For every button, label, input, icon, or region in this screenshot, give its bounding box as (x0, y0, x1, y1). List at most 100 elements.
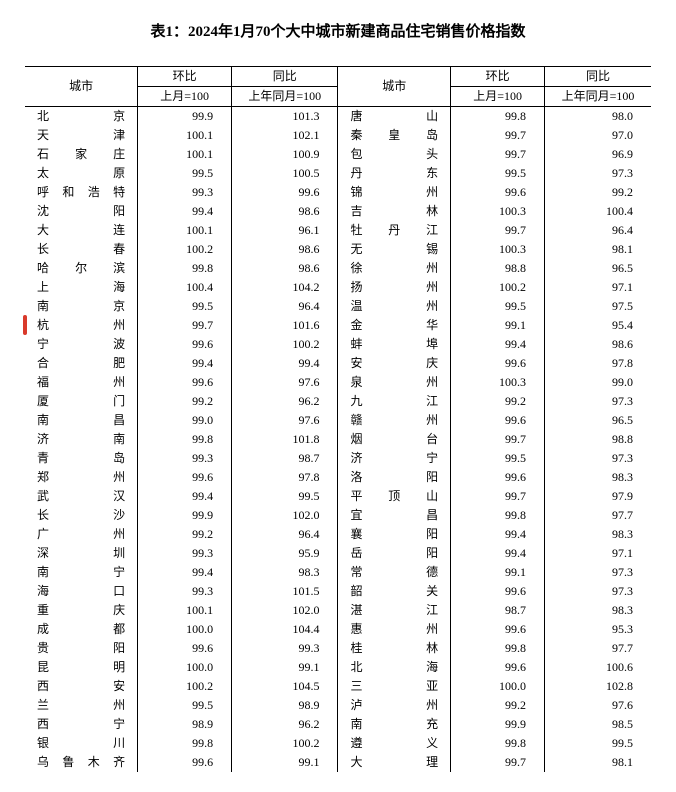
city-cell: 乌鲁木齐 (25, 753, 138, 772)
mom-cell: 99.0 (138, 411, 232, 430)
mom-cell: 99.6 (138, 335, 232, 354)
city-cell: 上海 (25, 278, 138, 297)
city-cell: 昆明 (25, 658, 138, 677)
city-cell: 海口 (25, 582, 138, 601)
col-yoy-left: 同比 (232, 67, 338, 87)
city-cell: 宜昌 (338, 506, 451, 525)
mom-cell: 100.1 (138, 145, 232, 164)
mom-cell: 99.6 (451, 468, 545, 487)
city-cell: 扬州 (338, 278, 451, 297)
highlight-box (23, 315, 27, 335)
mom-cell: 99.5 (138, 696, 232, 715)
city-cell: 深圳 (25, 544, 138, 563)
city-cell: 洛阳 (338, 468, 451, 487)
mom-cell: 99.3 (138, 582, 232, 601)
yoy-cell: 99.1 (232, 658, 338, 677)
yoy-cell: 96.4 (232, 297, 338, 316)
mom-cell: 100.3 (451, 240, 545, 259)
yoy-cell: 102.0 (232, 601, 338, 620)
mom-cell: 99.1 (451, 563, 545, 582)
city-cell: 桂林 (338, 639, 451, 658)
yoy-cell: 97.1 (545, 544, 651, 563)
yoy-cell: 96.5 (545, 259, 651, 278)
yoy-cell: 99.6 (232, 183, 338, 202)
table-row: 深圳99.395.9岳阳99.497.1 (25, 544, 651, 563)
yoy-cell: 99.4 (232, 354, 338, 373)
mom-cell: 99.8 (451, 639, 545, 658)
city-cell: 重庆 (25, 601, 138, 620)
mom-cell: 99.7 (451, 145, 545, 164)
yoy-cell: 97.5 (545, 297, 651, 316)
mom-cell: 98.9 (138, 715, 232, 734)
mom-cell: 99.6 (138, 753, 232, 772)
yoy-cell: 96.4 (545, 221, 651, 240)
table-row: 银川99.8100.2遵义99.899.5 (25, 734, 651, 753)
table-row: 哈尔滨99.898.6徐州98.896.5 (25, 259, 651, 278)
mom-cell: 100.1 (138, 126, 232, 145)
yoy-cell: 100.4 (545, 202, 651, 221)
yoy-cell: 95.9 (232, 544, 338, 563)
mom-cell: 100.2 (138, 677, 232, 696)
col-mom-base-right: 上月=100 (451, 87, 545, 107)
city-cell: 哈尔滨 (25, 259, 138, 278)
mom-cell: 99.2 (138, 525, 232, 544)
yoy-cell: 102.0 (232, 506, 338, 525)
mom-cell: 100.0 (138, 620, 232, 639)
mom-cell: 99.7 (451, 487, 545, 506)
mom-cell: 100.0 (138, 658, 232, 677)
mom-cell: 99.1 (451, 316, 545, 335)
mom-cell: 99.6 (451, 658, 545, 677)
yoy-cell: 98.5 (545, 715, 651, 734)
city-cell: 北海 (338, 658, 451, 677)
mom-cell: 99.3 (138, 544, 232, 563)
mom-cell: 99.4 (451, 544, 545, 563)
mom-cell: 99.9 (138, 506, 232, 525)
yoy-cell: 100.2 (232, 734, 338, 753)
city-cell: 韶关 (338, 582, 451, 601)
mom-cell: 99.6 (138, 373, 232, 392)
city-cell: 秦皇岛 (338, 126, 451, 145)
yoy-cell: 97.3 (545, 563, 651, 582)
mom-cell: 99.9 (138, 107, 232, 127)
mom-cell: 100.2 (451, 278, 545, 297)
mom-cell: 99.7 (451, 221, 545, 240)
yoy-cell: 98.9 (232, 696, 338, 715)
mom-cell: 98.7 (451, 601, 545, 620)
mom-cell: 99.8 (138, 734, 232, 753)
yoy-cell: 104.2 (232, 278, 338, 297)
city-cell: 吉林 (338, 202, 451, 221)
table-row: 大连100.196.1牡丹江99.796.4 (25, 221, 651, 240)
page-title: 表1：2024年1月70个大中城市新建商品住宅销售价格指数 (25, 20, 651, 41)
yoy-cell: 97.1 (545, 278, 651, 297)
mom-cell: 99.4 (451, 525, 545, 544)
city-cell: 泸州 (338, 696, 451, 715)
city-cell: 丹东 (338, 164, 451, 183)
city-cell: 南昌 (25, 411, 138, 430)
city-cell: 合肥 (25, 354, 138, 373)
mom-cell: 99.4 (138, 487, 232, 506)
table-row: 杭州99.7101.6金华99.195.4 (25, 316, 651, 335)
mom-cell: 100.1 (138, 221, 232, 240)
mom-cell: 100.3 (451, 373, 545, 392)
city-cell: 大连 (25, 221, 138, 240)
city-cell: 大理 (338, 753, 451, 772)
city-cell: 平顶山 (338, 487, 451, 506)
yoy-cell: 99.1 (232, 753, 338, 772)
yoy-cell: 97.6 (232, 373, 338, 392)
city-cell: 金华 (338, 316, 451, 335)
mom-cell: 100.4 (138, 278, 232, 297)
city-cell: 蚌埠 (338, 335, 451, 354)
yoy-cell: 102.1 (232, 126, 338, 145)
mom-cell: 99.4 (138, 563, 232, 582)
city-cell: 北京 (25, 107, 138, 127)
mom-cell: 99.2 (451, 392, 545, 411)
table-row: 石家庄100.1100.9包头99.796.9 (25, 145, 651, 164)
table-row: 乌鲁木齐99.699.1大理99.798.1 (25, 753, 651, 772)
table-row: 厦门99.296.2九江99.297.3 (25, 392, 651, 411)
city-cell: 郑州 (25, 468, 138, 487)
yoy-cell: 96.4 (232, 525, 338, 544)
col-city-right: 城市 (338, 67, 451, 107)
city-cell: 无锡 (338, 240, 451, 259)
table-row: 天津100.1102.1秦皇岛99.797.0 (25, 126, 651, 145)
mom-cell: 99.7 (451, 753, 545, 772)
